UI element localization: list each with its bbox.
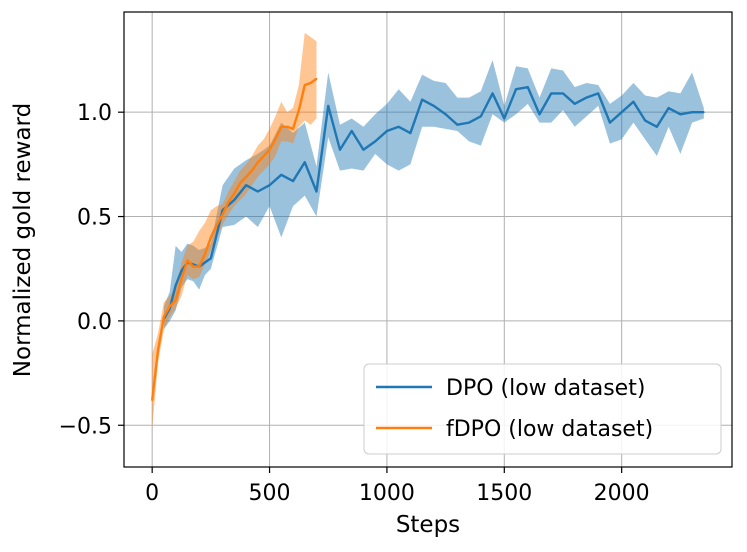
data-point	[268, 184, 271, 187]
data-point	[292, 180, 294, 182]
data-point	[315, 190, 318, 193]
data-point	[644, 119, 647, 122]
plot-frame	[123, 11, 733, 468]
data-point	[292, 127, 294, 130]
data-point	[251, 169, 253, 172]
confidence-band-fdpo	[152, 32, 317, 430]
data-point	[691, 111, 693, 114]
y-axis-ticks: −0.5 0.0 0.5 1.0	[59, 101, 124, 439]
data-point	[491, 92, 494, 95]
data-point	[163, 315, 165, 318]
data-point	[350, 130, 353, 132]
data-point	[315, 77, 318, 80]
legend-box	[363, 363, 722, 455]
data-point	[180, 278, 183, 281]
data-point	[597, 92, 600, 95]
data-point	[186, 259, 189, 262]
series-lines	[150, 77, 705, 402]
data-point	[609, 121, 611, 124]
x-tick-label: 1000	[359, 481, 415, 506]
data-point	[204, 261, 206, 264]
data-point	[174, 299, 177, 301]
data-point	[362, 148, 365, 151]
data-point	[215, 223, 218, 226]
y-tick-label: 0.0	[77, 310, 112, 335]
confidence-bands	[152, 32, 704, 430]
data-point	[632, 100, 635, 103]
data-point	[667, 107, 670, 109]
data-point	[573, 102, 576, 105]
data-point	[280, 125, 283, 128]
data-point	[209, 236, 212, 239]
data-point	[221, 213, 224, 216]
data-point	[274, 138, 277, 141]
data-point	[679, 113, 682, 116]
y-tick-label: 0.5	[77, 206, 112, 231]
data-point	[562, 92, 564, 95]
data-point	[227, 201, 230, 203]
legend: DPO (low dataset) fDPO (low dataset)	[363, 363, 722, 455]
data-point	[256, 161, 259, 164]
data-point	[286, 125, 289, 128]
data-point	[421, 98, 424, 101]
data-point	[702, 111, 705, 114]
data-point	[280, 173, 283, 176]
data-point	[456, 123, 459, 126]
data-point	[245, 175, 247, 178]
data-point	[397, 125, 400, 128]
data-point	[268, 148, 271, 151]
data-point	[503, 117, 506, 120]
confidence-band-dpo	[163, 60, 704, 330]
data-point	[409, 132, 412, 134]
data-point	[468, 121, 470, 124]
data-point	[550, 92, 553, 95]
data-point	[303, 161, 306, 164]
data-point	[432, 105, 435, 107]
x-axis-ticks: 0 500 1000 1500 2000	[145, 467, 650, 506]
data-point	[374, 140, 377, 143]
data-point	[515, 88, 517, 91]
legend-label-dpo: DPO (low dataset)	[446, 376, 645, 401]
data-point	[204, 253, 206, 256]
data-point	[168, 305, 171, 308]
data-point	[297, 109, 300, 111]
data-point	[151, 399, 154, 402]
data-point	[303, 84, 306, 86]
data-point	[209, 257, 212, 260]
data-point	[233, 192, 236, 195]
data-point	[444, 113, 447, 116]
x-tick-label: 500	[249, 481, 291, 506]
x-tick-label: 2000	[594, 481, 650, 506]
data-point	[620, 111, 623, 114]
y-tick-label: 1.0	[77, 101, 112, 126]
data-point	[526, 86, 529, 89]
data-point	[386, 130, 388, 132]
data-point	[192, 265, 195, 268]
legend-label-fdpo: fDPO (low dataset)	[446, 417, 653, 442]
data-point	[339, 148, 341, 151]
data-point	[585, 96, 588, 99]
data-point	[198, 265, 201, 268]
data-point	[309, 82, 312, 84]
data-point	[655, 125, 658, 128]
data-point	[479, 115, 482, 118]
y-tick-label: −0.5	[59, 414, 112, 439]
data-point	[239, 182, 242, 185]
data-point	[174, 284, 177, 287]
x-tick-label: 1500	[476, 481, 532, 506]
y-axis-label: Normalized gold reward	[10, 103, 36, 377]
data-point	[327, 105, 330, 107]
data-point	[256, 190, 259, 193]
data-point	[262, 155, 265, 157]
x-axis-label: Steps	[396, 512, 460, 538]
data-point	[245, 184, 247, 187]
data-point	[233, 198, 236, 201]
data-point	[157, 349, 159, 352]
data-point	[538, 113, 541, 116]
data-point	[180, 269, 183, 272]
x-tick-label: 0	[145, 481, 159, 506]
